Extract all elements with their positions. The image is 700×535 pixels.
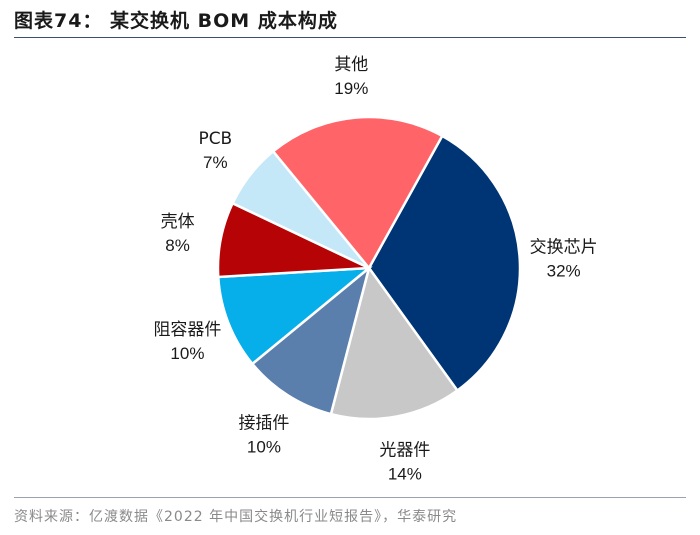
title-divider bbox=[14, 37, 686, 38]
pie-chart-svg: 交换芯片 32% 光器件 14% 接插件 10% 阻容器件 10% 壳体 8% PCB 7% 其他 19% bbox=[153, 55, 598, 484]
slice-category-label: 阻容器件 bbox=[153, 320, 221, 340]
slice-value-label: 10% bbox=[247, 437, 281, 456]
slice-value-label: 19% bbox=[334, 79, 368, 98]
slice-category-label: 交换芯片 bbox=[530, 237, 598, 257]
slice-label-6: 其他 19% bbox=[334, 55, 368, 98]
slice-label-4: 壳体 8% bbox=[161, 212, 195, 255]
slice-category-label: 接插件 bbox=[238, 413, 289, 433]
slice-category-label: 壳体 bbox=[161, 212, 195, 232]
pie-chart: 交换芯片 32% 光器件 14% 接插件 10% 阻容器件 10% 壳体 8% PCB 7% 其他 19% bbox=[0, 40, 700, 490]
slice-label-1: 光器件 14% bbox=[379, 441, 430, 484]
slice-label-3: 阻容器件 10% bbox=[153, 320, 221, 363]
source-divider bbox=[14, 497, 686, 498]
slice-value-label: 14% bbox=[388, 465, 422, 484]
pie-slice-1 bbox=[329, 265, 460, 421]
slice-category-label: 其他 bbox=[334, 55, 368, 75]
chart-title: 图表74： 某交换机 BOM 成本构成 bbox=[14, 10, 338, 32]
source-note: 资料来源：亿渡数据《2022 年中国交换机行业短报告》，华泰研究 bbox=[14, 509, 458, 525]
slice-label-2: 接插件 10% bbox=[238, 413, 289, 456]
pie-slice-3 bbox=[216, 266, 373, 366]
pie-slice-6 bbox=[271, 115, 444, 271]
slice-category-label: PCB bbox=[198, 129, 232, 149]
slice-label-0: 交换芯片 32% bbox=[530, 237, 598, 280]
pie-slice-0 bbox=[367, 134, 522, 393]
slice-value-label: 32% bbox=[547, 261, 581, 280]
pie-slice-2 bbox=[250, 264, 372, 416]
slice-value-label: 8% bbox=[165, 236, 190, 255]
slice-value-label: 7% bbox=[203, 153, 228, 172]
slice-label-5: PCB 7% bbox=[198, 129, 232, 172]
slice-category-label: 光器件 bbox=[379, 441, 430, 461]
slice-value-label: 10% bbox=[170, 344, 204, 363]
